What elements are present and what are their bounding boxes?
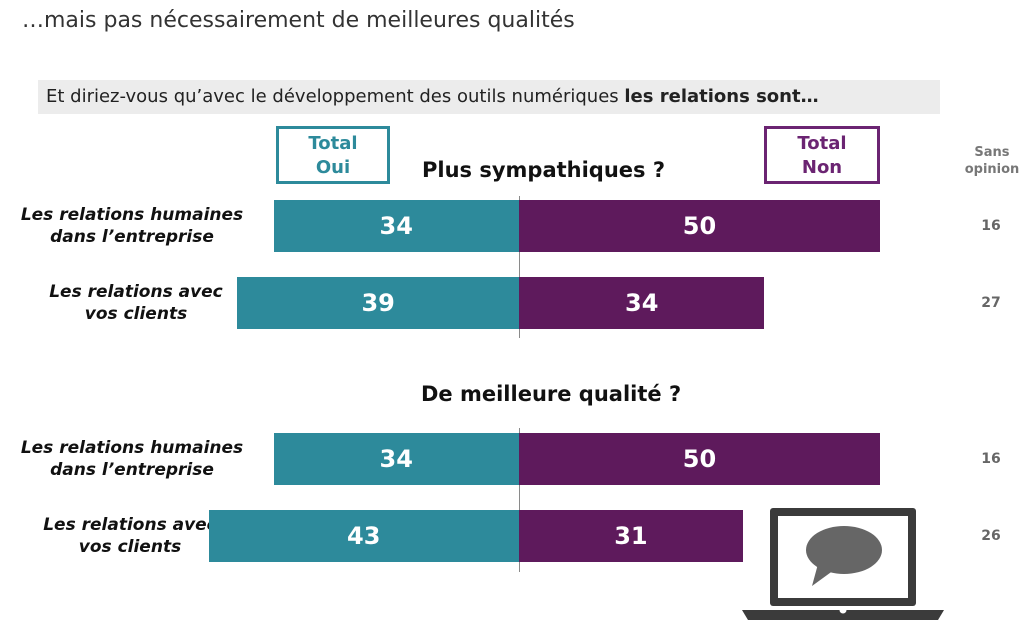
- bar-total-oui: [237, 277, 519, 329]
- bar-total-non: [519, 200, 880, 252]
- category-label: Les relations humaines dans l’entreprise: [12, 204, 252, 248]
- sans-opinion-value: 27: [981, 295, 1001, 311]
- category-label-line: Les relations avec: [43, 515, 217, 535]
- legend-total-non: Total Non: [764, 126, 880, 184]
- center-axis-line: [519, 196, 520, 338]
- category-label-line: vos clients: [78, 537, 182, 557]
- category-label-line: vos clients: [84, 304, 188, 324]
- legend-sans-opinion: Sans opinion: [956, 144, 1024, 178]
- bar-value-oui: 34: [379, 445, 413, 473]
- bar-value-oui: 43: [347, 522, 381, 550]
- legend-oui-line2: Oui: [315, 157, 351, 178]
- category-label-line: dans l’entreprise: [50, 460, 214, 480]
- laptop-icon: [742, 508, 944, 620]
- category-label-line: dans l’entreprise: [50, 227, 214, 247]
- category-label-line: Les relations humaines: [20, 205, 244, 225]
- question-band: Et diriez-vous qu’avec le développement …: [38, 80, 940, 114]
- category-label: Les relations avec vos clients: [16, 281, 256, 325]
- section-title: De meilleure qualité ?: [421, 382, 682, 406]
- bar-value-non: 50: [682, 445, 717, 473]
- legend-total-oui: Total Oui: [276, 126, 390, 184]
- speech-bubble-icon: [806, 526, 882, 586]
- question-text: Et diriez-vous qu’avec le développement …: [46, 86, 625, 107]
- legend-non-line1: Total: [797, 133, 847, 154]
- bar-value-non: 31: [614, 522, 648, 550]
- legend-sans-line1: Sans: [974, 145, 1010, 160]
- legend-non-line2: Non: [801, 157, 843, 178]
- question-bold-text: les relations sont…: [624, 86, 819, 107]
- bar-value-oui: 34: [379, 212, 413, 240]
- bar-total-oui: [273, 200, 519, 252]
- bar-value-oui: 39: [361, 289, 395, 317]
- bar-total-non: [519, 277, 765, 329]
- legend-oui-line1: Total: [308, 133, 358, 154]
- bar-total-non: [519, 510, 743, 562]
- sans-opinion-value: 16: [981, 218, 1001, 234]
- bar-total-oui: [208, 510, 519, 562]
- section-title: Plus sympathiques ?: [422, 158, 666, 182]
- legend-sans-line2: opinion: [964, 162, 1020, 177]
- bar-total-oui: [273, 433, 519, 485]
- category-label: Les relations humaines dans l’entreprise: [12, 437, 252, 481]
- sans-opinion-value: 26: [981, 528, 1001, 544]
- bar-value-non: 50: [682, 212, 717, 240]
- category-label-line: Les relations avec: [49, 282, 223, 302]
- category-label-line: Les relations humaines: [20, 438, 244, 458]
- page-title: …mais pas nécessairement de meilleures q…: [22, 8, 575, 33]
- center-axis-line: [519, 428, 520, 572]
- category-label: Les relations avec vos clients: [10, 514, 250, 558]
- bar-total-non: [519, 433, 880, 485]
- sans-opinion-value: 16: [981, 451, 1001, 467]
- bar-value-non: 34: [625, 289, 659, 317]
